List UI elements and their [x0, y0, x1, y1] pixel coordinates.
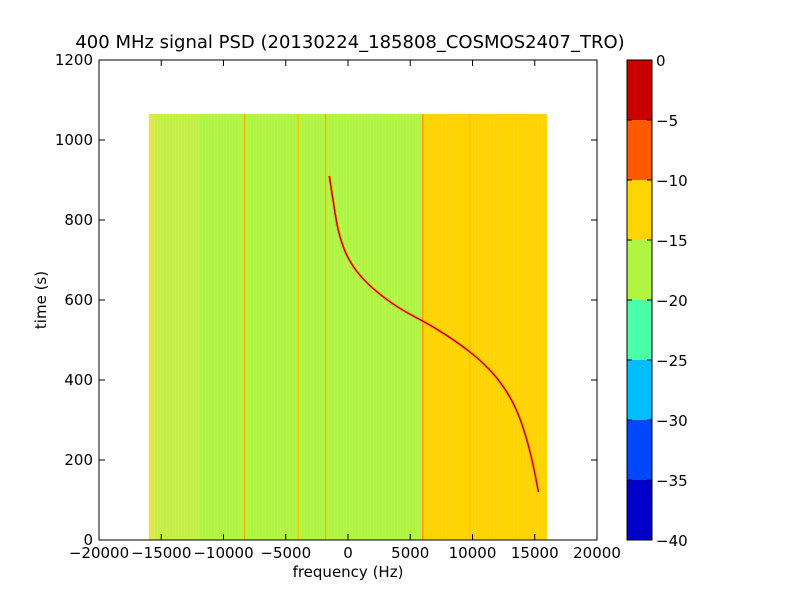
x-axis: −20000 −15000 −10000 −5000 0 5000 10000 15000 20…	[69, 60, 621, 562]
colorbar-bin	[627, 60, 652, 120]
x-tick-label: 20000	[573, 544, 621, 562]
y-tick-label: 1200	[55, 51, 93, 69]
colorbar-bin	[627, 480, 652, 540]
colorbar-bin	[627, 240, 652, 300]
x-axis-label: frequency (Hz)	[293, 563, 404, 581]
colorbar-tick-label: −40	[656, 532, 688, 550]
heatmap-region	[155, 114, 199, 540]
colorbar-bin	[627, 420, 652, 480]
x-tick-label: 0	[343, 544, 353, 562]
heatmap-region	[422, 114, 548, 540]
colorbar-bin	[627, 180, 652, 240]
plot-area	[148, 114, 548, 540]
x-tick-label: 10000	[449, 544, 497, 562]
colorbar-tick-label: −25	[656, 352, 688, 370]
colorbar-tick-label: 0	[656, 52, 666, 70]
colorbar-frame	[626, 59, 653, 541]
y-tick-label: 1000	[55, 131, 93, 149]
colorbar-tick-label: −35	[656, 472, 688, 490]
colorbar-bin	[627, 120, 652, 180]
colorbar: 0 −5 −10 −15 −20 −25 −30 −35 −40	[627, 52, 688, 550]
colorbar-tick-label: −10	[656, 172, 688, 190]
x-tick-label: −5000	[260, 544, 311, 562]
heatmap-region	[198, 114, 423, 540]
chart-title: 400 MHz signal PSD (20130224_185808_COSM…	[75, 32, 624, 53]
y-axis: 0 200 400 600 800 1000 1200	[55, 51, 597, 549]
colorbar-bin	[627, 300, 652, 360]
y-tick-label: 800	[64, 211, 93, 229]
x-tick-label: −20000	[69, 544, 129, 562]
x-tick-label: 5000	[391, 544, 429, 562]
colorbar-bin	[627, 360, 652, 420]
x-tick-label: 15000	[511, 544, 559, 562]
y-axis-label: time (s)	[32, 271, 50, 329]
x-tick-label: −15000	[131, 544, 191, 562]
y-tick-label: 400	[64, 371, 93, 389]
colorbar-tick-label: −5	[656, 112, 678, 130]
colorbar-tick-label: −20	[656, 292, 688, 310]
y-tick-label: 0	[83, 531, 93, 549]
x-tick-label: −10000	[193, 544, 253, 562]
heatmap-region	[148, 114, 156, 540]
colorbar-tick-label: −15	[656, 232, 688, 250]
y-tick-label: 600	[64, 291, 93, 309]
colorbar-tick-label: −30	[656, 412, 688, 430]
signal-track	[328, 175, 540, 493]
y-tick-label: 200	[64, 451, 93, 469]
